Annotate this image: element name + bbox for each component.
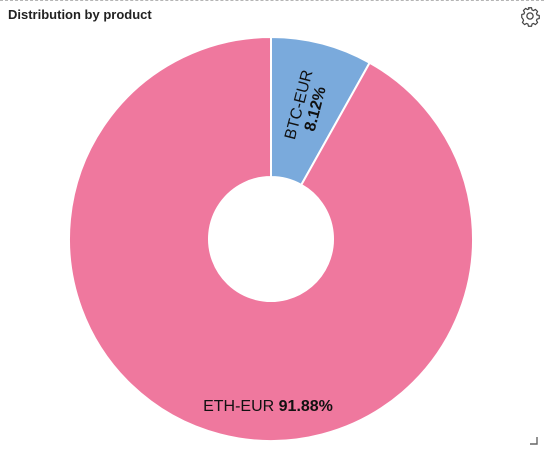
slice-label-eth-eur: ETH-EUR 91.88% [203, 398, 333, 415]
pie-slice-eth-eur[interactable] [68, 35, 474, 442]
panel-title: Distribution by product [8, 7, 152, 22]
slice-label-name: ETH-EUR [203, 398, 279, 415]
resize-handle-icon[interactable] [530, 437, 538, 445]
gear-icon [521, 7, 540, 27]
slice-label-value: 91.88% [279, 398, 333, 415]
settings-button[interactable] [519, 5, 541, 27]
